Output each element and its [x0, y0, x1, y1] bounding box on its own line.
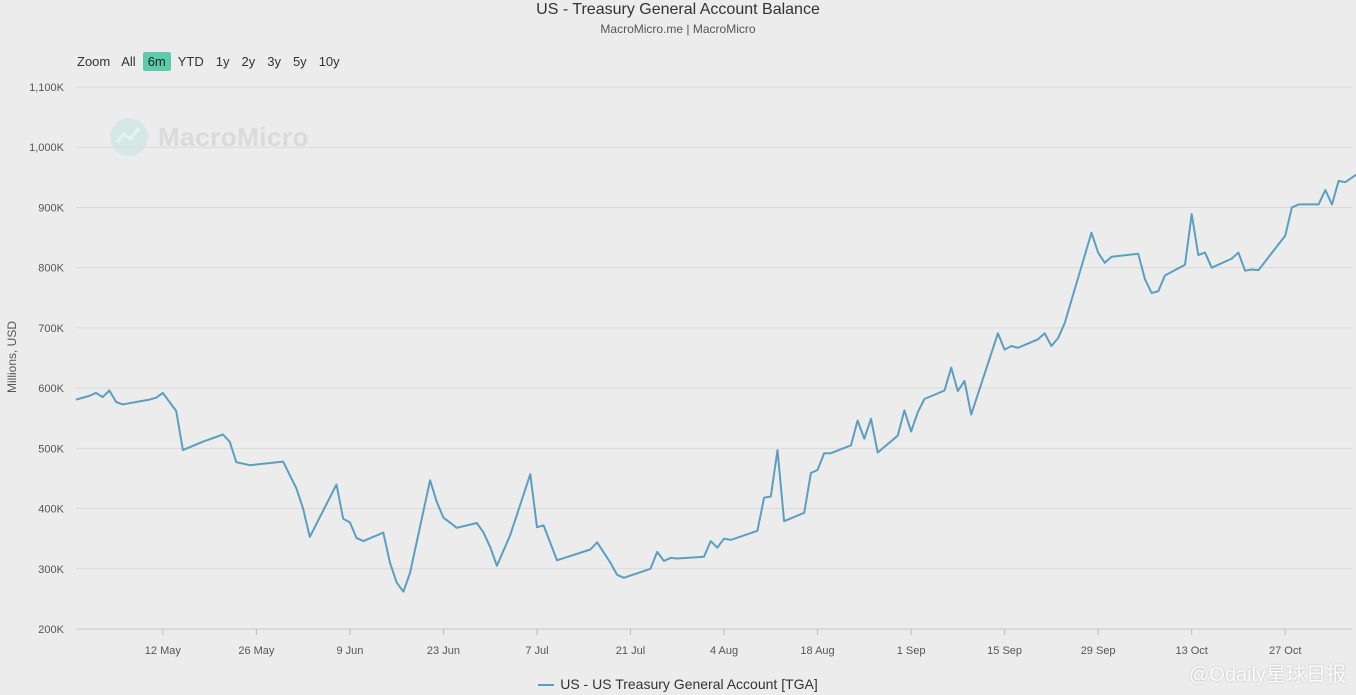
legend-swatch	[538, 684, 555, 687]
y-tick-label: 700K	[38, 323, 64, 335]
y-tick-label: 300K	[38, 564, 64, 576]
series-line-tga[interactable]	[75, 147, 1356, 593]
x-tick-label: 21 Jul	[616, 645, 645, 657]
zoom-bar: Zoom All 6m YTD 1y 2y 3y 5y 10y	[72, 52, 346, 71]
zoom-10y-button[interactable]: 10y	[318, 54, 340, 69]
y-tick-label: 1,000K	[29, 142, 65, 154]
zoom-6m-button[interactable]: 6m	[142, 52, 171, 71]
x-tick-label: 1 Sep	[897, 645, 926, 657]
zoom-3y-button[interactable]: 3y	[267, 54, 281, 69]
y-tick-label: 200K	[38, 624, 64, 636]
y-tick-label: 600K	[38, 383, 64, 395]
grid-lines	[76, 86, 1352, 630]
x-tick-label: 29 Sep	[1081, 645, 1116, 657]
y-tick-label: 1,100K	[29, 82, 65, 94]
macromicro-logo-icon	[110, 118, 148, 156]
x-tick-label: 7 Jul	[525, 645, 548, 657]
x-tick-label: 18 Aug	[800, 645, 834, 657]
y-tick-label: 500K	[38, 443, 64, 455]
y-tick-label: 800K	[38, 263, 64, 275]
zoom-ytd-button[interactable]: YTD	[177, 54, 204, 69]
x-axis-ticks: 12 May 26 May 9 Jun 23 Jun 7 Jul 21 Jul 4 Aug 1…	[145, 629, 1301, 657]
zoom-all-button[interactable]: All	[121, 54, 136, 69]
series-layer	[75, 147, 1356, 593]
y-tick-label: 900K	[38, 202, 64, 214]
zoom-label: Zoom	[77, 54, 111, 69]
y-axis-ticks: 200K 300K 400K 500K 600K 700K 800K 900K 1,000K 1,…	[29, 82, 65, 636]
x-tick-label: 27 Oct	[1269, 645, 1301, 657]
chart-title: US - Treasury General Account Balance	[536, 1, 820, 18]
x-tick-label: 23 Jun	[427, 645, 460, 657]
zoom-2y-button[interactable]: 2y	[241, 54, 256, 69]
zoom-1y-button[interactable]: 1y	[215, 54, 230, 69]
x-tick-label: 12 May	[145, 645, 182, 657]
x-tick-label: 26 May	[238, 645, 275, 657]
source-watermark: @Odaily星球日报	[1189, 664, 1346, 686]
x-tick-label: 9 Jun	[336, 645, 363, 657]
x-tick-label: 15 Sep	[987, 645, 1022, 657]
legend-label: US - US Treasury General Account [TGA]	[560, 676, 818, 692]
x-tick-label: 4 Aug	[710, 645, 738, 657]
chart-subtitle: MacroMicro.me | MacroMicro	[600, 22, 756, 36]
x-tick-label: 13 Oct	[1175, 645, 1207, 657]
y-tick-label: 400K	[38, 504, 64, 516]
zoom-5y-button[interactable]: 5y	[292, 54, 307, 69]
y-axis-label: Millions, USD	[5, 321, 19, 393]
legend[interactable]: US - US Treasury General Account [TGA]	[0, 676, 1356, 692]
